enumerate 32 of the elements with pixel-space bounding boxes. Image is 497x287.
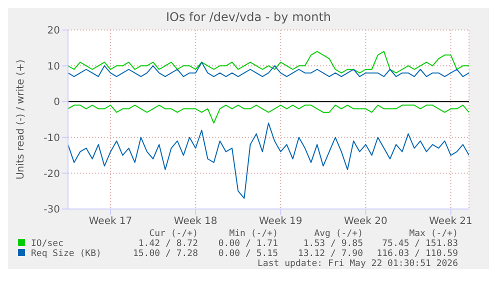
y-tick-label: 0	[54, 97, 60, 108]
text: 1.42 / 8.72	[137, 239, 198, 249]
chart-title: IOs for /dev/vda - by month	[164, 9, 332, 24]
line-series	[68, 104, 469, 124]
text: Last update: Fri May 22 01:30:51 2026	[256, 259, 458, 269]
y-tick-label: -10	[44, 132, 60, 144]
y-tick-label: 20	[47, 26, 60, 37]
y-tick-label: -20	[44, 168, 60, 180]
legend-label: IO/sec	[30, 239, 65, 249]
line-series	[68, 122, 469, 199]
line-series	[68, 50, 469, 74]
text: 1.53 / 9.85	[302, 239, 363, 249]
x-tick-label: Week 21	[429, 216, 472, 228]
text: 0.00 / 1.71	[217, 239, 278, 249]
text: 13.12 / 7.90	[296, 249, 363, 259]
x-tick-label: Week 20	[344, 216, 388, 228]
legend-label: Req Size (KB)	[30, 249, 102, 259]
text: Avg (-/+)	[313, 229, 363, 239]
text: 116.03 / 110.59	[376, 249, 458, 259]
y-axis-title: Units read (-) / write (+)	[16, 59, 27, 180]
y-tick-label: 10	[47, 61, 60, 72]
text: 15.00 / 7.28	[132, 249, 198, 259]
text: Max (-/+)	[408, 229, 458, 239]
line-series	[68, 62, 469, 78]
y-tick-label: -30	[44, 204, 60, 216]
x-tick-label: Week 17	[88, 216, 132, 228]
text: Cur (-/+)	[148, 229, 198, 239]
x-tick-label: Week 19	[258, 216, 302, 228]
x-tick-label: Week 18	[174, 216, 218, 228]
text: 0.00 / 5.15	[217, 249, 278, 259]
text: 75.45 / 151.83	[381, 239, 458, 249]
text: Min (-/+)	[228, 229, 278, 239]
